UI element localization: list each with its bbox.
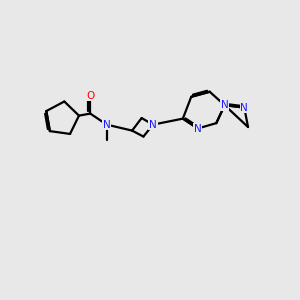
Text: N: N <box>240 103 248 112</box>
Text: O: O <box>86 91 94 101</box>
Text: N: N <box>103 120 111 130</box>
Text: N: N <box>221 100 229 110</box>
Text: N: N <box>194 124 202 134</box>
Text: N: N <box>149 120 157 130</box>
